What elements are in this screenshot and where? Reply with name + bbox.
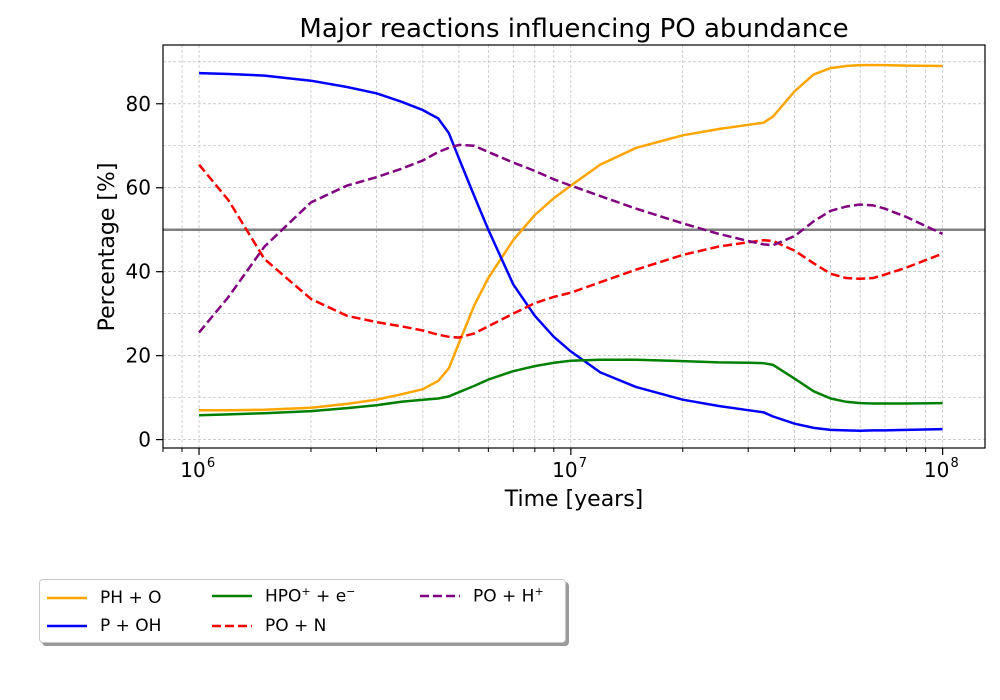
chart: Major reactions influencing PO abundance…	[95, 14, 986, 512]
legend-swatch-hpo-e	[212, 594, 252, 598]
y-tick-label: 80	[126, 92, 151, 116]
x-tick-label-exponent: 7	[579, 456, 587, 471]
x-axis: 10 6 10 7 10 8	[162, 448, 959, 482]
x-axis-label: Time [years]	[504, 487, 644, 512]
legend-swatch-ph-o	[47, 596, 87, 600]
y-tick-label: 0	[138, 428, 151, 452]
chart-title: Major reactions influencing PO abundance	[299, 14, 848, 44]
y-axis-label: Percentage [%]	[95, 163, 120, 332]
series-line-hpo-e	[198, 358, 943, 417]
legend-label-po-n: PO + N	[265, 616, 327, 636]
plot-area	[162, 44, 986, 449]
x-tick-label: 10	[180, 458, 205, 482]
x-tick-label: 10	[552, 458, 577, 482]
series-line-p-oh	[198, 71, 943, 433]
x-tick-label: 10	[924, 458, 949, 482]
series-group	[198, 63, 944, 433]
y-axis: 0 20 40 60 80	[126, 92, 163, 452]
legend-item-ph-o: PH + O	[46, 587, 161, 609]
legend-item-po-hplus: PO + H+	[419, 585, 544, 607]
x-tick-label-exponent: 6	[207, 456, 215, 471]
legend-item-po-n: PO + N	[211, 615, 326, 637]
legend-swatch-p-oh	[47, 624, 87, 628]
legend-label-ph-o: PH + O	[100, 588, 162, 608]
legend-swatch-po-n	[212, 624, 252, 628]
legend-swatch-po-hplus	[420, 594, 460, 598]
legend-label-hpo-e: HPO+ + e−	[265, 585, 356, 607]
legend: PH + O P + OH HPO+ + e− PO + N PO + H+	[39, 579, 566, 643]
legend-label-po-hplus: PO + H+	[473, 585, 544, 607]
series-line-ph-o	[199, 63, 943, 412]
legend-item-hpo-e: HPO+ + e−	[211, 585, 355, 607]
series-line-po-n	[198, 163, 944, 339]
grid	[162, 45, 985, 448]
x-tick-label-exponent: 8	[950, 456, 958, 471]
y-tick-label: 40	[126, 260, 151, 284]
legend-item-p-oh: P + OH	[46, 615, 161, 637]
legend-label-p-oh: P + OH	[100, 616, 162, 636]
y-tick-label: 20	[126, 344, 151, 368]
series-line-po-h	[198, 143, 944, 334]
y-tick-label: 60	[126, 176, 151, 200]
